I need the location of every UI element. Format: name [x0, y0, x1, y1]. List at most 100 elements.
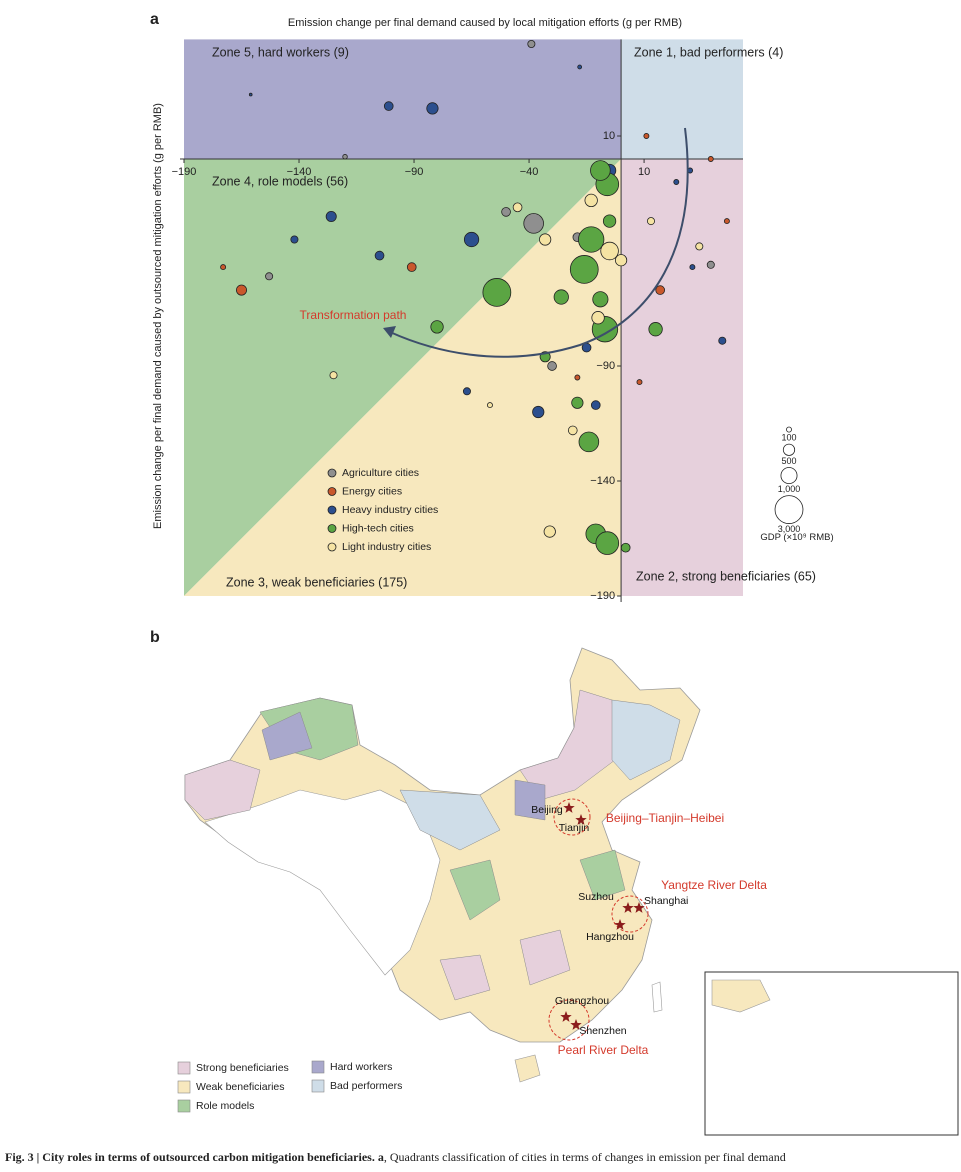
legend-label: Energy cities: [342, 485, 402, 497]
city-point: [706, 260, 715, 269]
region-patch: [611, 699, 681, 781]
city-point: [220, 264, 227, 271]
inset-land: [711, 979, 771, 1013]
x-tick-label: −140: [287, 166, 312, 178]
arrow-head: [383, 326, 396, 338]
city-point: [723, 218, 730, 225]
legend-label: Light industry cities: [342, 541, 431, 553]
size-legend-title: GDP (×10⁹ RMB): [760, 532, 833, 543]
city-point: [567, 425, 578, 436]
city-point: [406, 262, 417, 272]
x-tick-label: −40: [520, 166, 539, 178]
map-legend-label: Weak beneficiaries: [196, 1081, 285, 1093]
region-label: Pearl River Delta: [558, 1043, 649, 1057]
city-point: [620, 542, 631, 553]
city-point: [614, 254, 628, 267]
y-tick-label: −90: [596, 360, 615, 372]
city-point: [539, 233, 552, 246]
city-star: [633, 902, 645, 913]
x-tick-label: −90: [405, 166, 424, 178]
city-point: [648, 322, 663, 337]
island: [651, 981, 663, 1013]
city-point: [553, 289, 569, 305]
city-point: [600, 241, 619, 261]
size-legend-label: 3,000: [778, 524, 801, 534]
city-point: [248, 92, 253, 97]
city-point: [543, 525, 556, 538]
legend-label: Heavy industry cities: [342, 504, 438, 516]
city-point: [487, 402, 493, 409]
zone-bg: [184, 39, 622, 159]
region-patch: [579, 849, 626, 901]
city-point: [643, 133, 650, 139]
island: [514, 1054, 541, 1083]
region-patch: [399, 789, 501, 851]
map-legend-swatch: [177, 1061, 191, 1075]
city-point: [342, 154, 348, 160]
map-legend-label: Strong beneficiaries: [196, 1062, 289, 1074]
city-point: [329, 371, 338, 380]
region-patch: [439, 954, 491, 1001]
city-point: [592, 291, 609, 308]
city-star: [614, 919, 626, 930]
zone-bg: [184, 159, 622, 596]
size-legend-marker: [774, 495, 804, 524]
city-point: [532, 405, 545, 419]
city-point: [595, 531, 620, 555]
city-label: Shanghai: [644, 895, 688, 907]
city-star: [575, 814, 587, 825]
city-point: [290, 235, 299, 244]
y-axis-title: Emission change per final demand caused …: [152, 103, 164, 529]
x-axis-title: Emission change per final demand caused …: [288, 17, 682, 29]
map-legend-swatch: [311, 1079, 325, 1093]
city-point: [547, 361, 557, 371]
city-point: [646, 217, 655, 226]
caption: Fig. 3 | City roles in terms of outsourc…: [5, 1150, 786, 1164]
city-label: Guangzhou: [555, 995, 609, 1007]
caption-bold: Fig. 3 | City roles in terms of outsourc…: [5, 1150, 384, 1164]
city-point: [590, 400, 601, 410]
zone-label: Zone 5, hard workers (9): [212, 45, 349, 59]
x-tick-label: −190: [172, 166, 197, 178]
region-circle: [548, 999, 590, 1041]
region-patch: [449, 859, 501, 921]
map: [184, 647, 959, 1136]
city-label: Hangzhou: [586, 931, 634, 943]
city-star: [563, 802, 575, 813]
city-point: [462, 387, 471, 396]
city-point: [463, 231, 480, 248]
city-point: [695, 242, 704, 251]
city-point: [590, 160, 611, 181]
plot: Zone 5, hard workers (9) Zone 1, bad perf…: [172, 39, 834, 602]
map-legend-swatch: [177, 1099, 191, 1113]
annotation: Transformation path: [300, 308, 407, 322]
city-point: [578, 431, 600, 453]
x-tick-label: 10: [638, 166, 650, 178]
city-point: [689, 264, 696, 271]
city-star: [622, 902, 634, 913]
size-legend-marker: [782, 443, 796, 456]
region-patch: [519, 929, 571, 986]
zone-label: Zone 3, weak beneficiaries (175): [226, 575, 407, 589]
panel-label: a: [150, 11, 159, 28]
y-tick-label: −140: [590, 475, 615, 487]
city-label: Beijing: [531, 804, 563, 816]
panel-label: b: [150, 629, 160, 646]
city-point: [482, 278, 512, 307]
region-patch: [184, 759, 261, 821]
map-labels: Beijing Tianjin Suzhou Shanghai Hangzhou Guan…: [177, 802, 767, 1113]
city-point: [636, 379, 643, 386]
zone-bg: [621, 39, 743, 159]
map-legend-label: Role models: [196, 1100, 254, 1112]
city-point: [602, 214, 617, 228]
city-point: [430, 320, 444, 334]
city-star: [560, 1011, 572, 1022]
city-point: [527, 39, 536, 49]
city-point: [383, 101, 394, 111]
caption-text: , Quadrants classification of cities in …: [384, 1150, 786, 1164]
zone-bg: [621, 159, 743, 596]
region-label: Beijing–Tianjin–Heibei: [606, 811, 724, 825]
region-patch: [514, 779, 546, 821]
size-legend-label: 100: [781, 432, 796, 442]
